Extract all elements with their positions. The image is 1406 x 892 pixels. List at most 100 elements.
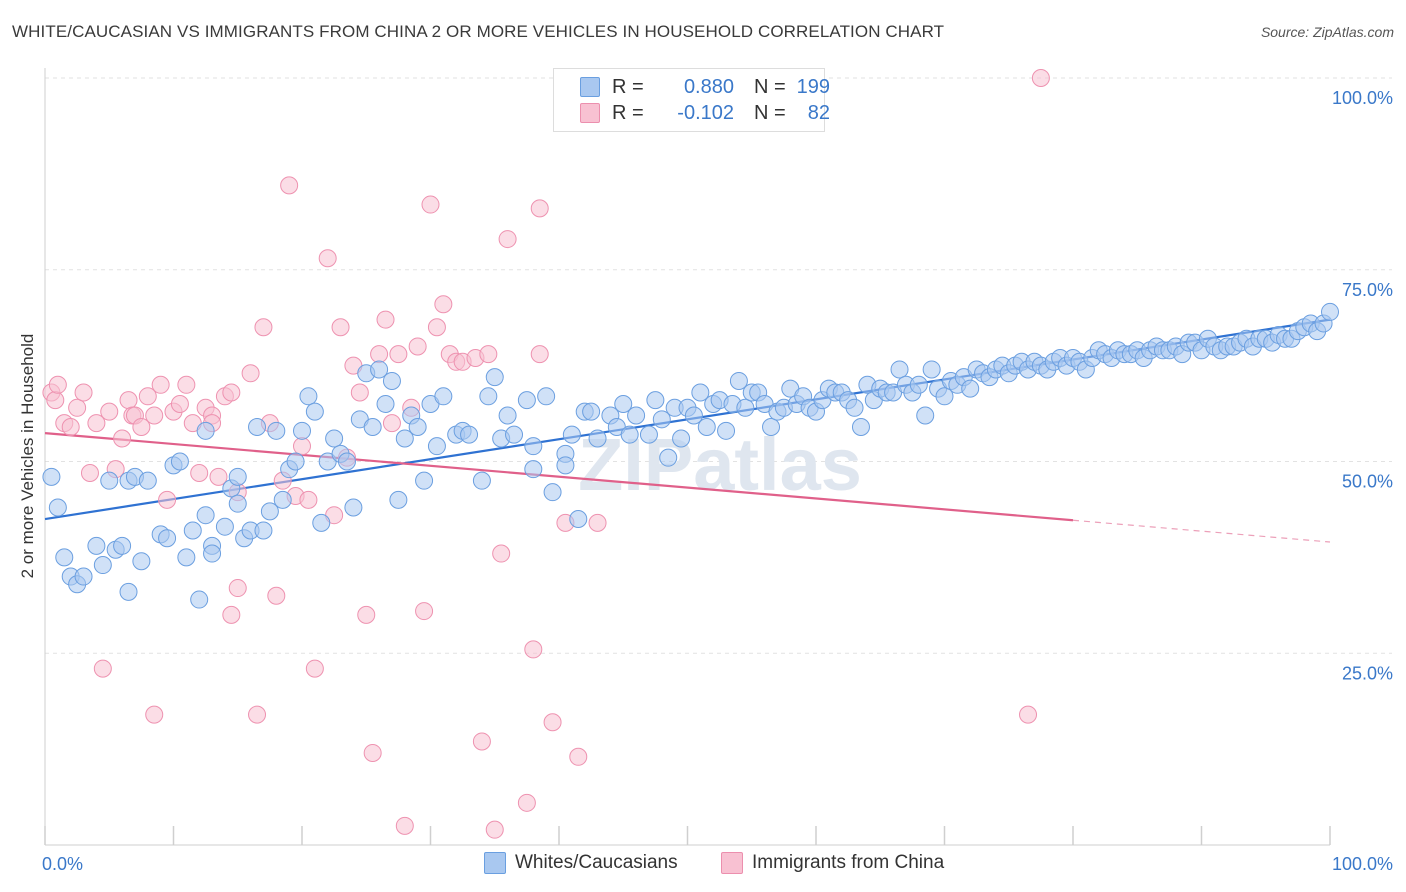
data-point-whites bbox=[524, 437, 543, 456]
data-point-china bbox=[254, 318, 273, 337]
data-point-china bbox=[158, 490, 177, 509]
data-point-whites bbox=[113, 536, 132, 555]
legend-item-china: Immigrants from China bbox=[721, 852, 944, 874]
data-point-china bbox=[299, 490, 318, 509]
data-point-whites bbox=[48, 498, 67, 517]
data-point-china bbox=[170, 394, 189, 413]
data-point-china bbox=[209, 467, 228, 486]
data-point-whites bbox=[100, 471, 119, 490]
data-point-china bbox=[61, 417, 80, 436]
data-point-china bbox=[382, 414, 401, 433]
data-point-whites bbox=[537, 387, 556, 406]
data-point-whites bbox=[337, 452, 356, 471]
data-point-china bbox=[492, 544, 511, 563]
y-axis-label: 2 or more Vehicles in Household bbox=[18, 333, 37, 579]
data-point-whites bbox=[588, 429, 607, 448]
data-point-china bbox=[421, 195, 440, 214]
legend-swatch-pink bbox=[580, 103, 600, 123]
data-point-whites bbox=[543, 483, 562, 502]
series-whites-caucasians bbox=[42, 302, 1339, 609]
data-point-whites bbox=[325, 429, 344, 448]
data-point-whites bbox=[916, 406, 935, 425]
data-point-whites bbox=[305, 402, 324, 421]
data-point-whites bbox=[627, 406, 646, 425]
data-point-china bbox=[370, 345, 389, 364]
data-point-china bbox=[113, 429, 132, 448]
data-point-china bbox=[1031, 69, 1050, 87]
data-point-china bbox=[305, 659, 324, 678]
data-point-whites bbox=[922, 360, 941, 379]
data-point-china bbox=[74, 383, 93, 402]
data-point-whites bbox=[286, 452, 305, 471]
data-point-whites bbox=[228, 467, 247, 486]
trend-line-china bbox=[44, 432, 1074, 522]
legend-label-china: Immigrants from China bbox=[752, 852, 945, 873]
data-point-whites bbox=[42, 467, 61, 486]
data-point-whites bbox=[312, 513, 331, 532]
data-point-whites bbox=[845, 398, 864, 417]
data-point-whites bbox=[485, 368, 504, 387]
data-point-whites bbox=[614, 394, 633, 413]
data-point-whites bbox=[582, 402, 601, 421]
data-point-china bbox=[222, 383, 241, 402]
data-point-china bbox=[87, 414, 106, 433]
data-point-whites bbox=[248, 417, 267, 436]
data-point-whites bbox=[505, 425, 524, 444]
data-point-whites bbox=[646, 391, 665, 410]
data-point-whites bbox=[851, 417, 870, 436]
data-point-whites bbox=[427, 437, 446, 456]
data-point-china bbox=[485, 820, 504, 839]
data-point-whites bbox=[556, 456, 575, 475]
data-point-whites bbox=[177, 548, 196, 567]
data-point-china bbox=[517, 793, 536, 812]
data-point-whites bbox=[138, 471, 157, 490]
data-point-china bbox=[100, 402, 119, 421]
data-point-whites bbox=[736, 398, 755, 417]
n-label: N = bbox=[754, 75, 786, 98]
data-point-china bbox=[68, 398, 87, 417]
data-point-china bbox=[228, 579, 247, 598]
data-point-whites bbox=[389, 490, 408, 509]
data-point-china bbox=[376, 310, 395, 329]
legend-item-whites: Whites/Caucasians bbox=[484, 852, 678, 874]
source-label: Source: ZipAtlas.com bbox=[1260, 24, 1394, 40]
data-point-china bbox=[151, 375, 170, 394]
data-point-china bbox=[357, 605, 376, 624]
data-point-china bbox=[1019, 705, 1038, 724]
data-point-china bbox=[190, 464, 209, 483]
data-point-china bbox=[46, 391, 65, 410]
data-point-whites bbox=[93, 556, 112, 575]
data-point-china bbox=[350, 383, 369, 402]
data-point-whites bbox=[498, 406, 517, 425]
r-label: R = bbox=[612, 101, 644, 124]
y-tick-label: 100.0% bbox=[1332, 88, 1393, 108]
data-point-whites bbox=[415, 471, 434, 490]
data-point-china bbox=[222, 605, 241, 624]
data-point-whites bbox=[344, 498, 363, 517]
y-tick-label: 50.0% bbox=[1342, 472, 1393, 492]
data-point-china bbox=[331, 318, 350, 337]
data-point-whites bbox=[183, 521, 202, 540]
y-tick-label: 25.0% bbox=[1342, 663, 1393, 683]
data-point-whites bbox=[382, 371, 401, 390]
data-point-china bbox=[524, 640, 543, 659]
r-label: R = bbox=[612, 75, 644, 98]
data-point-china bbox=[138, 387, 157, 406]
data-point-whites bbox=[203, 544, 222, 563]
data-point-whites bbox=[132, 552, 151, 571]
data-point-china bbox=[498, 230, 517, 249]
data-point-whites bbox=[215, 517, 234, 536]
data-point-whites bbox=[620, 425, 639, 444]
data-point-whites bbox=[170, 452, 189, 471]
data-point-whites bbox=[190, 590, 209, 609]
trend-line-china-extension bbox=[1072, 519, 1331, 543]
data-point-china bbox=[48, 375, 67, 394]
data-point-whites bbox=[659, 448, 678, 467]
data-point-whites bbox=[524, 460, 543, 479]
data-point-china bbox=[543, 713, 562, 732]
legend-swatch-blue bbox=[484, 852, 506, 874]
chart-title: WHITE/CAUCASIAN VS IMMIGRANTS FROM CHINA… bbox=[12, 22, 945, 41]
data-point-china bbox=[93, 659, 112, 678]
x-tick-label: 100.0% bbox=[1332, 854, 1393, 874]
